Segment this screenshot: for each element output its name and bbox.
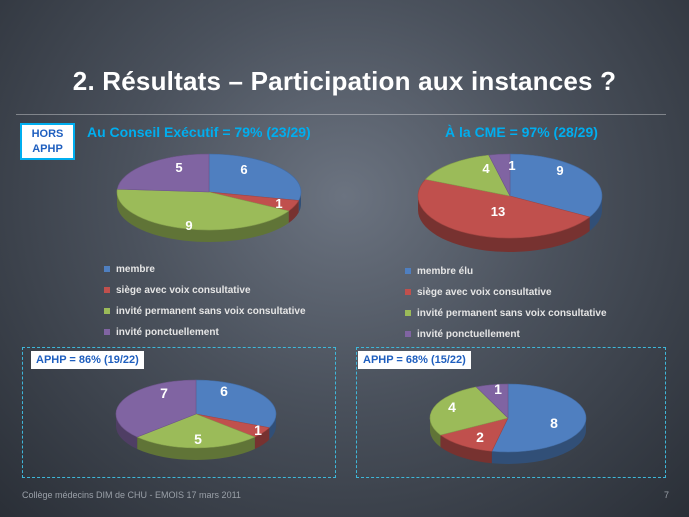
legend-item: invité ponctuellement [104,327,219,338]
hors-aphp-badge: HORS APHP [20,123,75,160]
pie-slice-invit-ponctuellement [475,383,509,419]
legend-item: membre [104,264,155,275]
chart-title-cme: À la CME = 97% (28/29) [445,124,598,140]
pie-slice-invit-permanent-sans-voix-consultative [424,154,511,197]
pie-slice-invit-permanent-sans-voix-consultative [116,188,290,231]
legend-item: siège avec voix consultative [104,285,251,296]
pie-data-label: 4 [448,399,456,415]
pie-data-label: 6 [220,383,228,399]
pie-data-label: 13 [491,204,505,219]
chart-title-aphp-left: APHP = 86% (19/22) [31,351,144,369]
legend-cme: membre élu siège avec voix consultative in… [405,266,655,346]
legend-swatch [104,266,110,273]
pie-chart-aphp-left: 6 1 5 7 [115,379,277,460]
legend-item: membre élu [405,266,473,277]
legend-label: siège avec voix consultative [417,287,552,298]
pie-data-label: 1 [254,422,262,438]
pie-data-label: 8 [550,415,558,431]
pie-side-1 [254,427,270,450]
legend-conseil: membre siège avec voix consultative invité… [104,264,344,344]
pie-data-label: 1 [508,158,515,173]
pie-slice-si-ge-avec-voix-consultative [417,179,591,239]
pie-slice-membre [195,379,277,428]
hors-label-line1: HORS [31,128,64,140]
pie-chart-conseil: 6 1 9 5 [116,153,302,242]
title-divider [16,114,666,115]
pie-slice-invit-ponctuellement [115,379,197,438]
legend-item: siège avec voix consultative [405,287,552,298]
legend-label: invité ponctuellement [116,327,219,338]
pie-side-2 [137,437,255,460]
pie-data-label: 9 [556,163,563,178]
aphp-box-left [22,347,336,478]
legend-swatch [104,308,110,315]
legend-swatch [405,310,411,317]
chart-title-aphp-right: APHP = 68% (15/22) [358,351,471,369]
pie-slice-membre-lu [491,383,587,453]
aphp-box-right [356,347,666,478]
pie-slice-membre-lu [509,153,603,218]
pie-side-0 [269,414,276,440]
pie-data-label: 5 [194,431,202,447]
hors-label-line2: APHP [32,143,63,155]
pie-side-1 [440,435,492,464]
slide-title: 2. Résultats – Participation aux instanc… [72,66,617,96]
legend-swatch [104,287,110,294]
pie-data-label: 4 [482,161,490,176]
pie-side-3 [116,414,138,450]
legend-swatch [104,329,110,336]
pie-data-label: 1 [494,381,502,397]
chart-title-conseil: Au Conseil Exécutif = 79% (23/29) [87,124,311,140]
legend-item: invité ponctuellement [405,329,520,340]
pie-data-label: 9 [185,218,192,233]
pie-data-label: 6 [240,162,247,177]
legend-label: membre [116,264,155,275]
legend-swatch [405,268,411,275]
pie-slice-si-ge-avec-voix-consultative [439,417,509,452]
pie-side-1 [418,196,590,252]
pie-data-label: 5 [175,160,182,175]
page-number: 7 [663,490,669,500]
pie-side-2 [430,418,441,447]
legend-swatch [405,331,411,338]
legend-label: membre élu [417,266,474,277]
legend-swatch [405,289,411,296]
legend-item: invité permanent sans voix consultative [104,306,306,317]
pie-side-2 [117,192,289,242]
pie-slice-membre [208,153,302,201]
pie-side-0 [589,196,602,231]
legend-label: invité ponctuellement [417,329,520,340]
pie-chart-aphp-right: 8 2 4 1 [429,381,587,464]
legend-label: invité permanent sans voix consultative [116,306,306,317]
legend-label: invité permanent sans voix consultative [417,308,607,319]
footer-text: Collège médecins DIM de CHU - EMOIS 17 m… [22,490,241,500]
pie-chart-cme: 9 13 4 1 [417,153,603,252]
pie-slice-invit-ponctuellement [116,153,210,193]
pie-data-label: 1 [275,196,282,211]
pie-slice-invit-ponctuellement [488,153,511,197]
pie-data-label: 2 [476,429,484,445]
pie-slice-invit-permanent-sans-voix-consultative [136,413,256,449]
legend-item: invité permanent sans voix consultative [405,308,607,319]
pie-data-label: 7 [160,385,168,401]
pie-side-0 [491,418,586,464]
pie-side-1 [288,200,299,223]
legend-label: siège avec voix consultative [116,285,251,296]
